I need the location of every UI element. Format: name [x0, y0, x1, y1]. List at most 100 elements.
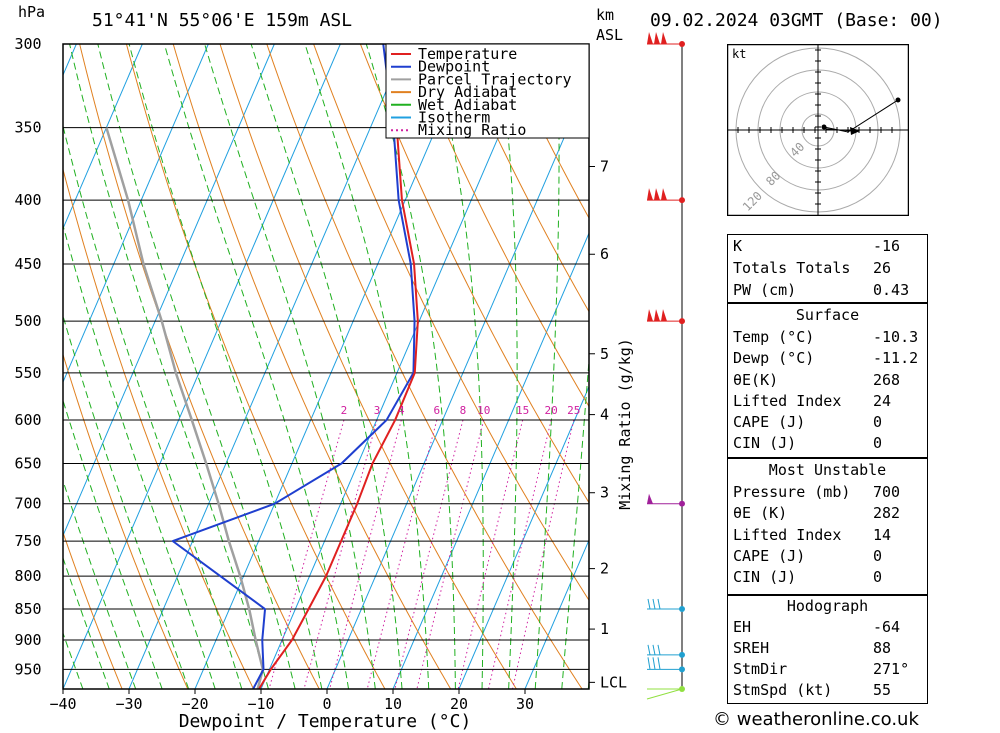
index-value: -16 [873, 237, 901, 255]
hpa-label: hPa [18, 3, 46, 21]
mu-row: CIN (J) 0 [733, 568, 922, 589]
index-label: θE(K) [733, 371, 779, 389]
index-label: θE (K) [733, 504, 788, 522]
temperature-tick-label: −30 [115, 695, 142, 713]
index-row-pw: PW (cm) 0.43 [733, 281, 922, 302]
legend-entry-label: Dry Adiabat [418, 83, 517, 101]
pressure-tick-label: 650 [14, 454, 41, 472]
wet-adiabat-line [63, 398, 163, 689]
pressure-tick-label: 500 [14, 312, 41, 330]
mu-row: CAPE (J) 0 [733, 547, 922, 568]
surface-row: Dewp (°C) -11.2 [733, 349, 922, 370]
dry-adiabat-line [359, 44, 589, 504]
surface-row: θE(K) 268 [733, 371, 922, 392]
wet-adiabat-line [163, 44, 350, 689]
index-label: CIN (J) [733, 434, 797, 452]
index-row-totals: Totals Totals 26 [733, 259, 922, 280]
pressure-tick-label: 600 [14, 411, 41, 429]
km-tick-label: 3 [600, 484, 609, 502]
wet-adiabat-line [432, 44, 484, 689]
isotherm-line [458, 385, 589, 689]
wind-barb-dot [679, 500, 685, 507]
wet-adiabat-line [69, 44, 269, 689]
index-label: StmSpd (kt) [733, 681, 833, 699]
temperature-tick-label: 30 [516, 695, 534, 713]
index-value: -10.3 [873, 328, 919, 346]
km-tick-label: LCL [600, 673, 627, 691]
index-label: Lifted Index [733, 526, 842, 544]
most-unstable-title: Most Unstable [768, 461, 887, 479]
surface-row: CIN (J) 0 [733, 434, 922, 455]
mu-row: Lifted Index 14 [733, 526, 922, 547]
wind-barb-pennant [661, 32, 667, 44]
dry-adiabat-line [63, 167, 254, 689]
index-label: StmDir [733, 660, 788, 678]
mixing-ratio-label: 2 [341, 404, 348, 417]
surface-title: Surface [795, 306, 860, 324]
indices-hodograph-box: Hodograph EH -64 SREH 88 StmDir 271° StmSpd… [727, 595, 928, 704]
storm-motion-arrowhead [850, 127, 860, 135]
dry-adiabat-line [922, 44, 1000, 689]
dry-adiabat-line [63, 531, 123, 689]
hodo-row: StmSpd (kt) 55 [733, 681, 922, 702]
index-value: 88 [873, 639, 892, 657]
pressure-tick-label: 350 [14, 119, 41, 137]
km-tick-label: 5 [600, 345, 609, 363]
hodo-row: EH -64 [733, 618, 922, 639]
wind-barb-pennant [654, 188, 660, 201]
wind-barb-pennant [654, 32, 660, 44]
mixing-ratio-label: 3 [374, 404, 381, 417]
wind-barb-pennant [661, 309, 667, 322]
wind-barb-pennant [647, 493, 653, 504]
asl-label: ASL [596, 26, 624, 44]
legend-entry-label: Dewpoint [418, 58, 490, 76]
hodograph-panel: kt 40 80 120 [727, 44, 909, 216]
wet-adiabat-line [63, 223, 216, 689]
hodograph-point [895, 97, 901, 103]
mixing-ratio-line [416, 419, 485, 689]
index-value: 0 [873, 568, 883, 586]
wet-adiabat-line [97, 44, 296, 689]
indices-basic-box: K -16 Totals Totals 26 PW (cm) 0.43 [727, 234, 928, 303]
km-tick-label: 1 [600, 620, 609, 638]
legend-box [385, 43, 590, 139]
temperature-tick-label: −40 [49, 695, 76, 713]
wind-barb-flag [652, 598, 656, 610]
wind-barb [647, 657, 685, 673]
mixing-ratio-label: 6 [434, 404, 441, 417]
index-value: 0.43 [873, 281, 910, 299]
pressure-tick-label: 700 [14, 495, 41, 513]
wind-barb-flag [647, 644, 651, 656]
isotherm-line [524, 538, 589, 689]
dry-adiabat-line [219, 44, 517, 689]
mixing-ratio-label: 10 [477, 404, 490, 417]
mixing-ratio-label: 20 [545, 404, 558, 417]
surface-row: Lifted Index 24 [733, 392, 922, 413]
copyright-footer[interactable]: © weatheronline.co.uk [713, 709, 919, 730]
wind-barb-flag [657, 598, 661, 610]
dry-adiabat-line [79, 44, 320, 689]
wind-barb-dot [679, 606, 685, 613]
isotherm-line [392, 231, 589, 689]
indices-most-unstable-box: Most Unstable Pressure (mb) 700 θE (K) 282… [727, 458, 928, 595]
plot-frame [62, 43, 590, 690]
indices-surface-box: Surface Temp (°C) -10.3 Dewp (°C) -11.2 θE… [727, 303, 928, 458]
wind-barb-dot [679, 197, 685, 204]
wind-barb-pennant [647, 309, 653, 322]
index-value: 0 [873, 547, 883, 565]
index-label: SREH [733, 639, 770, 657]
mixing-ratio-label: 15 [516, 404, 529, 417]
mixing-ratio-label: 25 [567, 404, 580, 417]
isotherm-line [63, 44, 209, 384]
index-label: K [733, 237, 743, 255]
mu-row: Pressure (mb) 700 [733, 483, 922, 504]
surface-row: CAPE (J) 0 [733, 413, 922, 434]
parcel-trajectory-line [105, 127, 265, 689]
wind-barb [647, 188, 685, 204]
wind-barb-flag [652, 644, 656, 656]
wind-barb-dot [679, 41, 685, 47]
wet-adiabat-line [204, 44, 376, 689]
temperature-line [258, 44, 419, 689]
hodo-row: StmDir 271° [733, 660, 922, 681]
